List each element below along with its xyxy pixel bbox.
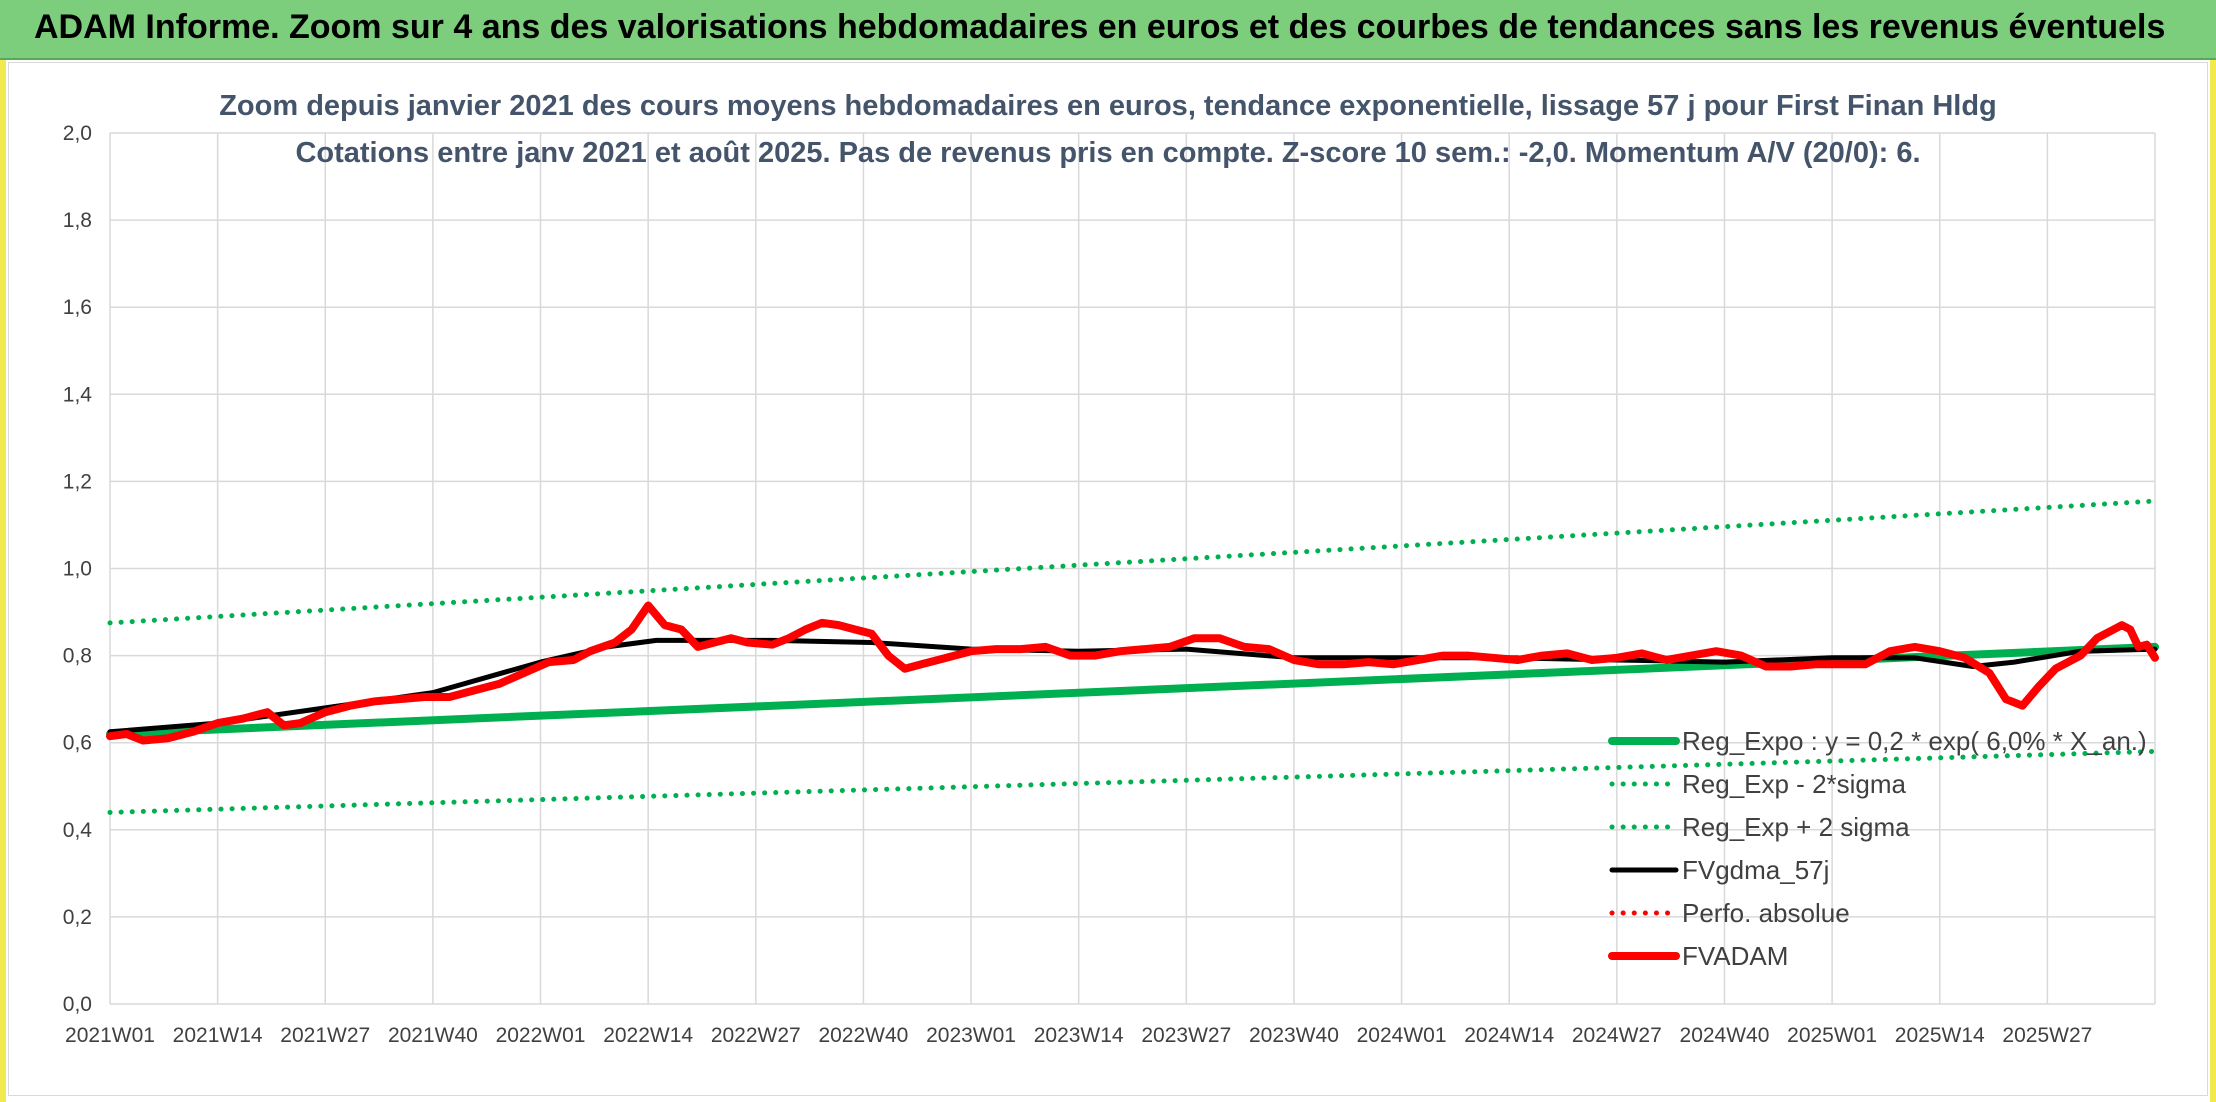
x-tick-label: 2025W01 [1787, 1024, 1877, 1047]
x-tick-label: 2022W40 [818, 1024, 908, 1047]
legend-label: Reg_Exp + 2 sigma [1682, 812, 1910, 842]
y-tick-label: 1,6 [63, 296, 92, 319]
legend-label: Perfo. absolue [1682, 898, 1850, 928]
frame-edge-left [0, 0, 6, 1102]
x-tick-label: 2024W27 [1572, 1024, 1662, 1047]
frame-edge-right [2210, 60, 2216, 1102]
x-tick-label: 2023W01 [926, 1024, 1016, 1047]
chart-area-frame [8, 62, 2208, 1096]
series-line-5 [106, 601, 2159, 745]
report-banner: ADAM Informe. Zoom sur 4 ans des valoris… [0, 0, 2216, 60]
x-tick-label: 2021W27 [280, 1024, 370, 1047]
y-tick-label: 0,4 [63, 819, 93, 842]
x-tick-label: 2024W14 [1464, 1024, 1554, 1047]
legend-label: FVgdma_57j [1682, 855, 1829, 885]
series-line-2 [107, 498, 2158, 626]
x-tick-label: 2023W40 [1249, 1024, 1339, 1047]
y-tick-label: 1,4 [63, 383, 93, 406]
y-tick-label: 1,8 [63, 209, 92, 232]
x-tick-label: 2022W27 [711, 1024, 801, 1047]
x-tick-label: 2021W01 [65, 1024, 155, 1047]
x-tick-label: 2023W27 [1141, 1024, 1231, 1047]
legend-label: Reg_Exp - 2*sigma [1682, 769, 1907, 799]
y-tick-label: 1,0 [63, 558, 92, 581]
series-line-3 [107, 637, 2158, 735]
chart-subtitle: Cotations entre janv 2021 et août 2025. … [295, 137, 1921, 169]
series-line-1 [107, 748, 2158, 815]
y-tick-label: 2,0 [63, 122, 92, 145]
y-tick-label: 0,0 [63, 993, 92, 1016]
legend-label: FVADAM [1682, 941, 1788, 971]
x-tick-label: 2025W27 [2002, 1024, 2092, 1047]
x-tick-label: 2021W40 [388, 1024, 478, 1047]
y-tick-label: 1,2 [63, 470, 92, 493]
y-tick-label: 0,6 [63, 732, 92, 755]
x-tick-label: 2022W14 [603, 1024, 693, 1047]
x-tick-label: 2021W14 [173, 1024, 263, 1047]
x-tick-label: 2024W40 [1680, 1024, 1770, 1047]
x-tick-label: 2025W14 [1895, 1024, 1985, 1047]
y-tick-label: 0,8 [63, 645, 92, 668]
x-tick-label: 2024W01 [1357, 1024, 1447, 1047]
y-tick-label: 0,2 [63, 906, 92, 929]
x-tick-label: 2022W01 [496, 1024, 586, 1047]
report-title: ADAM Informe. Zoom sur 4 ans des valoris… [34, 8, 2166, 46]
legend-label: Reg_Expo : y = 0,2 * exp( 6,0% * X_an.) [1682, 726, 2147, 756]
x-tick-label: 2023W14 [1034, 1024, 1124, 1047]
chart-title: Zoom depuis janvier 2021 des cours moyen… [219, 90, 1997, 122]
